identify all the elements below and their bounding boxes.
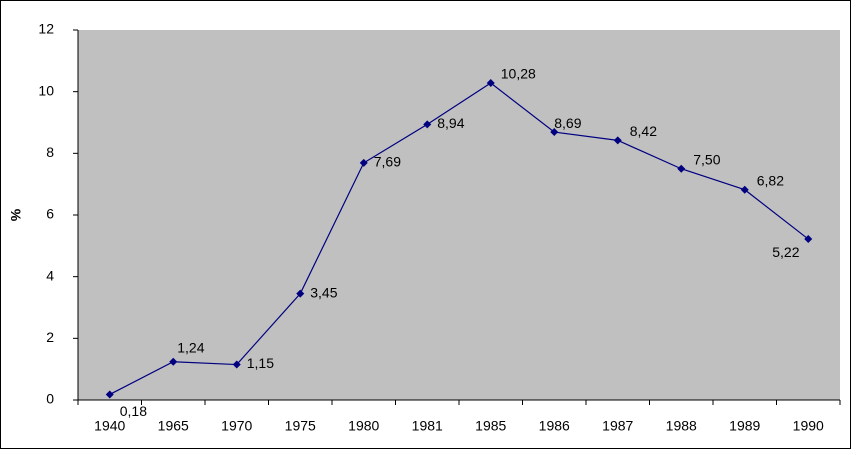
data-label: 0,18 (120, 403, 147, 419)
marker (804, 235, 813, 244)
x-tick-label: 1965 (158, 418, 189, 434)
data-label: 8,94 (437, 115, 464, 131)
x-tick-label: 1990 (793, 418, 824, 434)
data-label: 8,69 (554, 115, 581, 131)
x-tick-label: 1975 (285, 418, 316, 434)
marker (232, 360, 241, 369)
data-label: 3,45 (310, 284, 337, 300)
marker (613, 136, 622, 145)
marker (105, 390, 114, 399)
x-tick-label: 1980 (348, 418, 379, 434)
marker (359, 158, 368, 167)
marker (677, 164, 686, 173)
data-label: 5,22 (772, 244, 799, 260)
x-tick-label: 1970 (221, 418, 252, 434)
data-label: 1,15 (247, 355, 274, 371)
x-tick-label: 1986 (539, 418, 570, 434)
y-tick-label: 8 (46, 144, 54, 160)
data-label: 7,69 (374, 154, 401, 170)
y-tick-label: 6 (46, 206, 54, 222)
x-tick-label: 1988 (666, 418, 697, 434)
marker (423, 120, 432, 129)
data-label: 8,42 (630, 123, 657, 139)
y-tick-label: 0 (46, 391, 54, 407)
data-label: 6,82 (757, 172, 784, 188)
marker (740, 185, 749, 194)
line (109, 82, 809, 395)
x-tick-label: 1940 (94, 418, 125, 434)
y-tick-label: 12 (38, 21, 54, 37)
plot-area (78, 30, 840, 400)
marker (296, 289, 305, 298)
x-tick-label: 1981 (412, 418, 443, 434)
data-label: 1,24 (177, 339, 204, 355)
y-tick-label: 4 (46, 267, 54, 283)
y-tick-label: 2 (46, 329, 54, 345)
marker (486, 79, 495, 88)
x-tick-label: 1987 (602, 418, 633, 434)
data-label: 7,50 (693, 151, 720, 167)
y-axis-label: % (8, 208, 24, 221)
x-tick-label: 1985 (475, 418, 506, 434)
y-tick-label: 10 (38, 82, 54, 98)
marker (169, 357, 178, 366)
x-tick-label: 1989 (729, 418, 760, 434)
data-label: 10,28 (501, 66, 536, 82)
marker (550, 128, 559, 137)
